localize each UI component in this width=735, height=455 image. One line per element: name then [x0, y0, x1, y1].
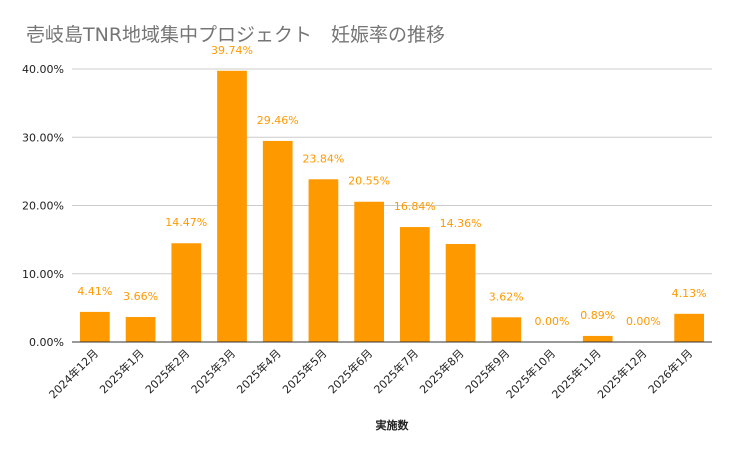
y-tick-label: 20.00% [22, 200, 64, 213]
x-tick-label: 2025年2月 [142, 346, 192, 396]
bar [217, 70, 247, 342]
data-label: 39.74% [211, 44, 253, 57]
x-tick-label: 2024年12月 [46, 346, 101, 401]
bar [171, 243, 202, 342]
bar [400, 227, 430, 342]
y-tick-label: 30.00% [22, 131, 64, 144]
bar [80, 311, 110, 342]
x-axis-title: 実施数 [376, 418, 410, 432]
x-tick-label: 2025年5月 [279, 346, 329, 396]
data-label: 0.00% [626, 315, 661, 328]
data-label: 14.47% [165, 216, 207, 229]
bar [491, 317, 522, 342]
x-tick-label: 2026年1月 [645, 346, 695, 396]
x-tick-label: 2025年12月 [594, 346, 649, 401]
bar [308, 179, 339, 342]
x-tick-label: 2025年3月 [188, 346, 238, 396]
bar [354, 201, 384, 342]
label-layer: 4.41% 3.66% 14.47% 39.74% 29.46% 23.84% 20.55%… [77, 44, 706, 328]
bar [582, 335, 613, 342]
y-tick-label: 40.00% [22, 63, 64, 76]
bar [125, 317, 156, 342]
bar [674, 313, 704, 342]
x-tick-label: 2025年6月 [325, 346, 375, 396]
bar [445, 243, 476, 342]
y-tick-label: 10.00% [22, 268, 64, 281]
data-label: 4.13% [672, 287, 707, 300]
data-label: 0.00% [535, 315, 570, 328]
x-tick-label: 2025年8月 [416, 346, 466, 396]
data-label: 0.89% [580, 309, 615, 322]
grid-layer [72, 68, 712, 275]
data-label: 14.36% [440, 217, 482, 230]
data-label: 3.62% [489, 290, 524, 303]
x-tick-label: 2025年1月 [96, 346, 146, 396]
bar [262, 140, 293, 342]
x-tick-label: 2025年7月 [371, 346, 421, 396]
y-tick-label: 0.00% [29, 336, 64, 349]
data-label: 16.84% [394, 200, 436, 213]
data-label: 20.55% [348, 175, 390, 188]
data-label: 23.84% [302, 152, 344, 165]
bar-layer [80, 70, 704, 342]
data-label: 29.46% [257, 114, 299, 127]
x-tick-label: 2025年4月 [234, 346, 284, 396]
data-label: 4.41% [77, 285, 112, 298]
data-label: 3.66% [123, 290, 158, 303]
x-tick-label: 2025年9月 [462, 346, 512, 396]
chart-title: 壱岐島TNR地域集中プロジェクト 妊娠率の推移 [26, 24, 446, 46]
